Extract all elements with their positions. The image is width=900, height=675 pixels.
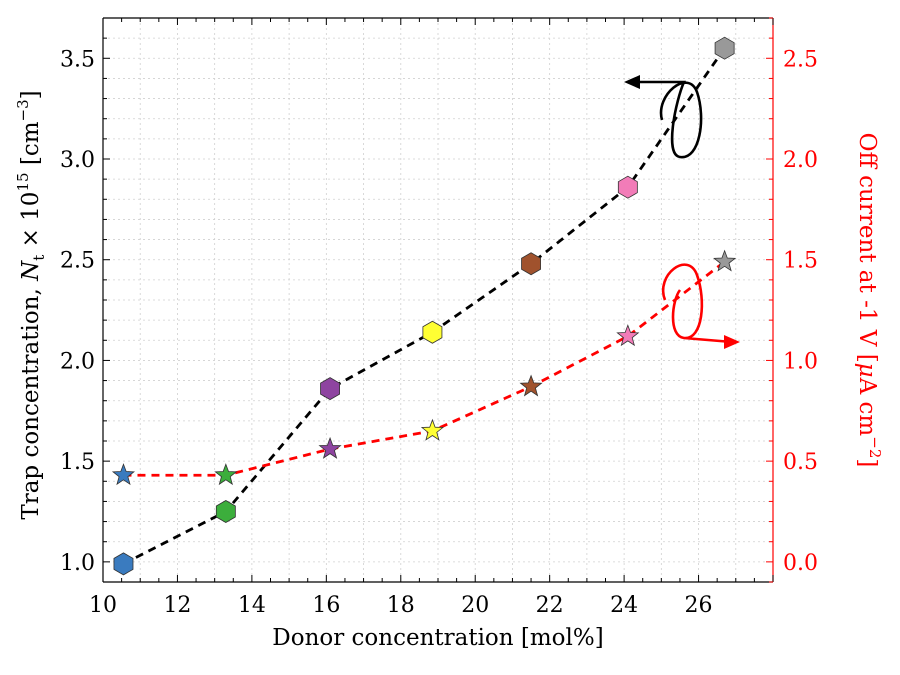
right-y-axis-title: Off current at -1 V [μA cm−2] [854,133,884,468]
hexagon-marker [422,320,443,344]
x-tick-label: 12 [163,593,191,618]
hexagon-marker [113,552,134,576]
series-line-off-current [123,260,726,477]
star-marker [616,324,640,347]
right-y-axis-ticks: 0.0 0.5 1.0 1.5 2.0 2.5 [766,17,818,583]
x-tick-label: 26 [685,593,713,618]
right-axis-indicator-loop [661,263,733,344]
x-tick-label: 22 [536,593,564,618]
left-y-tick-label: 2.0 [60,349,95,374]
x-axis-title: Donor concentration [mol%] [272,625,603,651]
left-y-axis-ticks: 1.0 1.5 2.0 2.5 3.0 3.5 [60,17,110,583]
axis-indicator-arrows [624,75,740,349]
right-y-tick-label: 1.5 [783,249,818,274]
left-y-tick-label: 2.5 [60,249,95,274]
x-axis-ticks: 10 12 14 16 18 20 22 24 26 [89,18,774,618]
series-lines [122,47,726,566]
data-markers [111,36,737,576]
left-y-tick-label: 1.5 [60,450,95,475]
left-y-tick-label: 3.5 [60,47,95,72]
right-y-tick-label: 0.0 [783,551,818,576]
x-tick-label: 24 [610,593,638,618]
x-tick-label: 20 [461,593,489,618]
hexagon-marker [617,175,638,199]
star-marker [214,463,238,486]
left-y-tick-label: 3.0 [60,148,95,173]
hexagon-marker [521,252,541,276]
x-tick-label: 16 [312,593,340,618]
hexagon-marker [320,377,340,401]
star-marker [318,436,342,459]
right-y-tick-label: 1.0 [783,349,818,374]
right-arrow-icon [724,335,740,349]
right-y-tick-label: 2.0 [783,148,818,173]
left-arrow-icon [624,75,640,89]
x-tick-label: 14 [238,593,266,618]
star-marker [713,249,737,272]
series-line-trap-concentration [122,47,726,566]
star-marker [519,374,543,397]
x-tick-label: 10 [89,593,117,618]
x-tick-label: 18 [387,593,415,618]
right-y-tick-label: 2.5 [783,47,818,72]
left-y-axis-title: Trap concentration, Nt × 1015 [cm−3] [14,90,48,519]
hexagon-marker [714,36,735,60]
right-y-tick-label: 0.5 [783,450,818,475]
grid-lines [102,17,774,583]
star-marker [420,418,444,441]
left-y-tick-label: 1.0 [60,551,95,576]
star-marker [111,463,136,486]
hexagon-marker [215,500,236,523]
left-axis-indicator-loop [628,80,703,159]
